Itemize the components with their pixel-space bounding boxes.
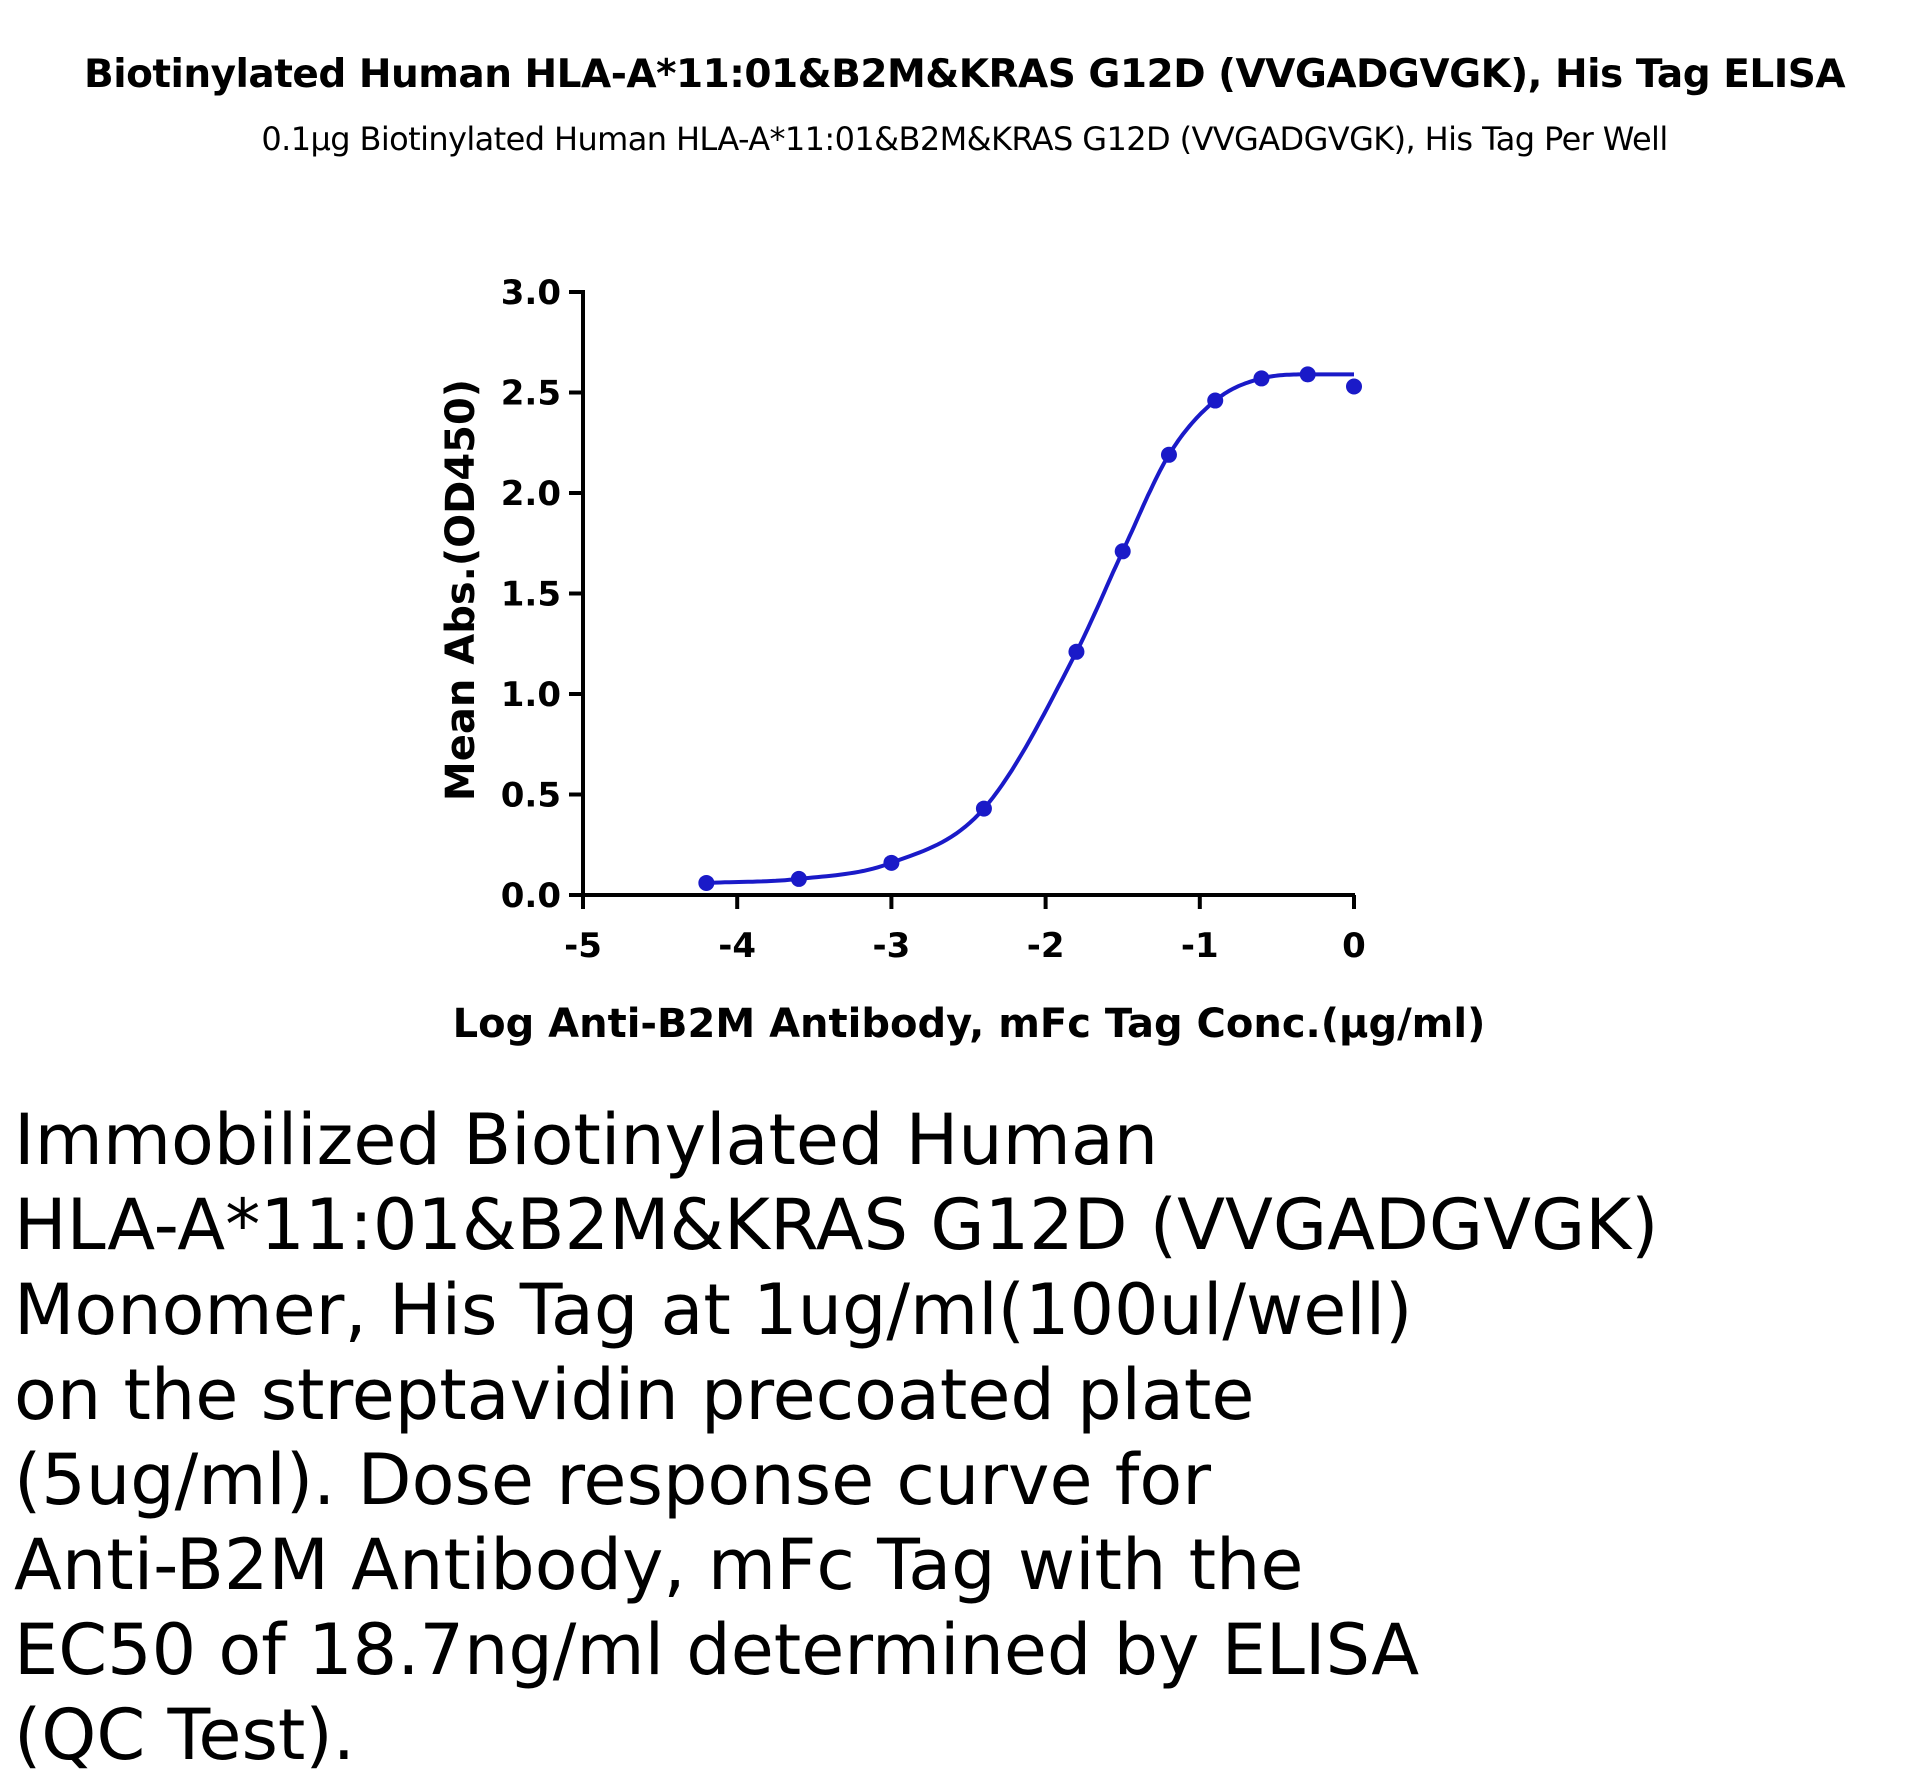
description-line: Monomer, His Tag at 1ug/ml(100ul/well) (14, 1269, 1413, 1351)
data-point (1114, 543, 1131, 560)
x-tick-label: 0 (1342, 926, 1366, 966)
x-tick-label: -2 (1027, 926, 1065, 966)
y-tick-label: 0.5 (501, 776, 561, 816)
data-points (698, 366, 1362, 891)
chart-subtitle: 0.1µg Biotinylated Human HLA-A*11:01&B2M… (261, 120, 1668, 158)
axes (581, 290, 1355, 897)
data-point (975, 800, 992, 817)
y-tick-label: 1.5 (501, 575, 561, 615)
data-point (1299, 366, 1316, 383)
description-line: HLA-A*11:01&B2M&KRAS G12D (VVGADGVGK) (14, 1184, 1659, 1266)
data-point (790, 870, 807, 887)
y-tick-label: 0.0 (501, 876, 561, 916)
data-point (1160, 446, 1177, 463)
description-line: on the streptavidin precoated plate (14, 1354, 1255, 1436)
data-point (883, 854, 900, 871)
fit-curve (706, 372, 1354, 885)
y-tick-label: 3.0 (501, 273, 561, 313)
data-point (1346, 378, 1362, 395)
description-line: Immobilized Biotinylated Human (14, 1099, 1159, 1181)
tick-marks (569, 290, 1356, 909)
x-tick-label: -5 (564, 926, 602, 966)
x-tick-label: -1 (1181, 926, 1219, 966)
description-line: EC50 of 18.7ng/ml determined by ELISA (14, 1609, 1420, 1691)
data-point (1253, 370, 1270, 387)
x-axis-label: Log Anti-B2M Antibody, mFc Tag Conc.(µg/… (453, 1001, 1486, 1047)
data-point (698, 874, 715, 891)
description-line: (5ug/ml). Dose response curve for (14, 1439, 1212, 1521)
description-line: (QC Test). (14, 1694, 355, 1776)
data-point (1068, 643, 1085, 660)
chart-title: Biotinylated Human HLA-A*11:01&B2M&KRAS … (83, 52, 1846, 97)
x-tick-label: -3 (873, 926, 911, 966)
x-tick-label: -4 (718, 926, 756, 966)
description-text: Immobilized Biotinylated Human HLA-A*11:0… (14, 1098, 1894, 1778)
y-tick-label: 2.5 (501, 374, 561, 414)
y-tick-label: 2.0 (501, 474, 561, 514)
tick-labels: -5 -4 -3 -2 -1 0 0.0 0.5 1.0 1.5 2.0 2.5 3.0 (501, 273, 1366, 966)
description-line: Anti-B2M Antibody, mFc Tag with the (14, 1524, 1304, 1606)
dose-response-chart: -5 -4 -3 -2 -1 0 0.0 0.5 1.0 1.5 2.0 2.5 3.0 Log Ant… (438, 273, 1486, 1047)
data-point (1207, 392, 1224, 409)
y-tick-label: 1.0 (501, 675, 561, 715)
y-axis-label: Mean Abs.(OD450) (438, 379, 484, 801)
